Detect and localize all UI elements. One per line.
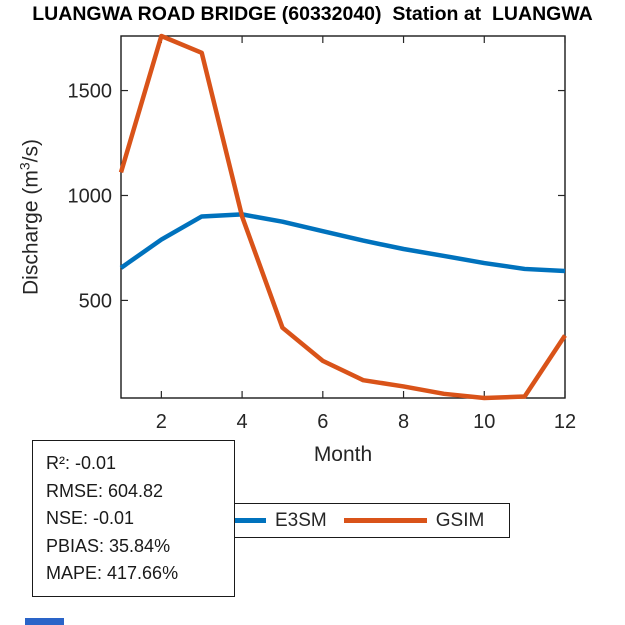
- y-axis-label-superscript: 3: [16, 162, 33, 171]
- x-tick-label: 2: [156, 411, 167, 433]
- legend-line-sample-gsim: [343, 518, 427, 523]
- x-tick-label: 4: [237, 411, 248, 433]
- legend-label-gsim: GSIM: [435, 509, 485, 531]
- y-tick-label: 500: [79, 290, 112, 312]
- series-line-e3sm: [119, 212, 566, 274]
- stat-mape: MAPE: 417.66%: [46, 563, 179, 583]
- x-axis-label: Month: [313, 443, 373, 466]
- bottom-blue-strip: [25, 618, 64, 625]
- y-tick-label: 1500: [68, 81, 113, 103]
- axes-box: [120, 35, 566, 399]
- stat-rmse: RMSE: 604.82: [46, 480, 164, 501]
- y-axis-label-text: Discharge (m: [19, 170, 43, 295]
- series-line-gsim: [118, 33, 567, 401]
- x-tick-label: 6: [317, 411, 328, 433]
- y-axis-label-suffix: /s): [19, 139, 43, 163]
- legend-label-e3sm: E3SM: [275, 509, 327, 531]
- y-tick-label: 1000: [68, 185, 113, 207]
- chart-title: LUANGWA ROAD BRIDGE (60332040) Station a…: [32, 3, 593, 25]
- y-axis-label: Discharge (m3/s): [17, 139, 44, 295]
- stat-pbias: PBIAS: 35.84%: [46, 535, 171, 556]
- x-tick-label: 12: [554, 411, 576, 433]
- stat-nse: NSE: -0.01: [46, 508, 135, 528]
- x-tick-label: 8: [398, 411, 409, 433]
- stat-r2: R²: -0.01: [46, 453, 117, 473]
- x-tick-label: 10: [473, 411, 495, 433]
- stats-annotation-box: R²: -0.01 RMSE: 604.82 NSE: -0.01 PBIAS:…: [32, 440, 235, 597]
